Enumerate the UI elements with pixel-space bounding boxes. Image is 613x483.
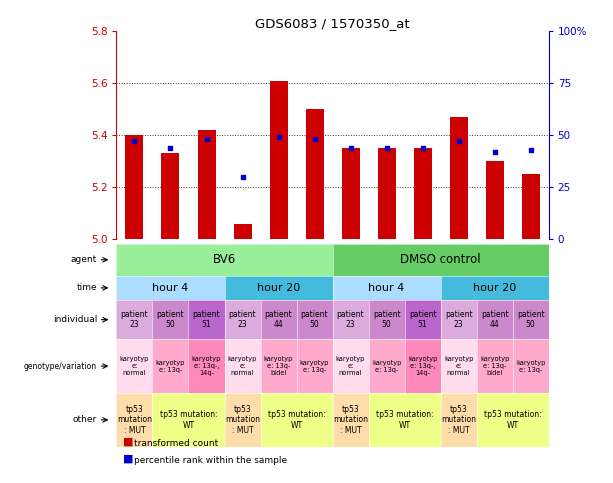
Text: hour 4: hour 4 <box>153 283 189 293</box>
Text: karyotyp
e: 13q-: karyotyp e: 13q- <box>300 360 329 372</box>
Text: karyotyp
e:
normal: karyotyp e: normal <box>444 356 473 376</box>
Text: ■: ■ <box>123 454 133 464</box>
Text: ■: ■ <box>123 437 133 447</box>
Text: genotype/variation: genotype/variation <box>24 362 97 370</box>
Text: tp53
mutation
: MUT: tp53 mutation : MUT <box>225 405 260 435</box>
Bar <box>449 117 468 239</box>
Point <box>346 144 356 152</box>
Text: patient
44: patient 44 <box>265 310 292 329</box>
Point <box>238 173 248 181</box>
Text: tp53 mutation:
WT: tp53 mutation: WT <box>484 410 541 429</box>
Title: GDS6083 / 1570350_at: GDS6083 / 1570350_at <box>255 17 410 30</box>
Text: patient
23: patient 23 <box>445 310 473 329</box>
Text: tp53 mutation:
WT: tp53 mutation: WT <box>268 410 326 429</box>
Text: patient
44: patient 44 <box>481 310 508 329</box>
Text: tp53
mutation
: MUT: tp53 mutation : MUT <box>333 405 368 435</box>
Text: tp53 mutation:
WT: tp53 mutation: WT <box>376 410 433 429</box>
Text: karyotyp
e: 13q-
bidel: karyotyp e: 13q- bidel <box>480 356 509 376</box>
Text: karyotyp
e: 13q-
bidel: karyotyp e: 13q- bidel <box>264 356 293 376</box>
Bar <box>197 130 216 239</box>
Text: individual: individual <box>53 315 97 324</box>
Text: time: time <box>77 284 97 292</box>
Bar <box>341 148 360 239</box>
Text: karyotyp
e: 13q-: karyotyp e: 13q- <box>372 360 402 372</box>
Point <box>166 144 175 152</box>
Text: tp53 mutation:
WT: tp53 mutation: WT <box>159 410 218 429</box>
Point <box>129 138 139 145</box>
Text: transformed count: transformed count <box>134 439 218 448</box>
Point <box>382 144 392 152</box>
Text: patient
51: patient 51 <box>409 310 436 329</box>
Point <box>417 144 427 152</box>
Text: hour 4: hour 4 <box>368 283 405 293</box>
Bar <box>485 161 504 239</box>
Bar <box>522 174 539 239</box>
Text: hour 20: hour 20 <box>257 283 300 293</box>
Text: karyotyp
e: 13q-: karyotyp e: 13q- <box>516 360 546 372</box>
Point <box>273 133 283 141</box>
Bar <box>378 148 395 239</box>
Text: patient
50: patient 50 <box>517 310 544 329</box>
Bar <box>234 224 251 239</box>
Text: patient
51: patient 51 <box>192 310 220 329</box>
Text: DMSO control: DMSO control <box>400 253 481 266</box>
Text: karyotyp
e:
normal: karyotyp e: normal <box>120 356 149 376</box>
Text: tp53
mutation
: MUT: tp53 mutation : MUT <box>117 405 152 435</box>
Text: tp53
mutation
: MUT: tp53 mutation : MUT <box>441 405 476 435</box>
Bar <box>126 135 143 239</box>
Text: BV6: BV6 <box>213 253 236 266</box>
Point <box>310 136 319 143</box>
Text: hour 20: hour 20 <box>473 283 516 293</box>
Text: patient
50: patient 50 <box>157 310 185 329</box>
Text: karyotyp
e:
normal: karyotyp e: normal <box>336 356 365 376</box>
Text: karyotyp
e:
normal: karyotyp e: normal <box>228 356 257 376</box>
Text: percentile rank within the sample: percentile rank within the sample <box>134 455 287 465</box>
Text: karyotyp
e: 13q-,
14q-: karyotyp e: 13q-, 14q- <box>192 356 221 376</box>
Text: karyotyp
e: 13q-,
14q-: karyotyp e: 13q-, 14q- <box>408 356 437 376</box>
Text: patient
23: patient 23 <box>121 310 148 329</box>
Point <box>526 146 536 154</box>
Text: patient
50: patient 50 <box>301 310 329 329</box>
Text: patient
50: patient 50 <box>373 310 400 329</box>
Bar <box>270 81 287 239</box>
Bar <box>414 148 432 239</box>
Text: agent: agent <box>71 256 97 264</box>
Text: patient
23: patient 23 <box>337 310 364 329</box>
Point <box>454 138 463 145</box>
Text: other: other <box>73 415 97 425</box>
Point <box>490 148 500 156</box>
Text: karyotyp
e: 13q-: karyotyp e: 13q- <box>156 360 185 372</box>
Text: patient
23: patient 23 <box>229 310 256 329</box>
Bar <box>161 154 180 239</box>
Point <box>202 136 211 143</box>
Bar <box>305 109 324 239</box>
